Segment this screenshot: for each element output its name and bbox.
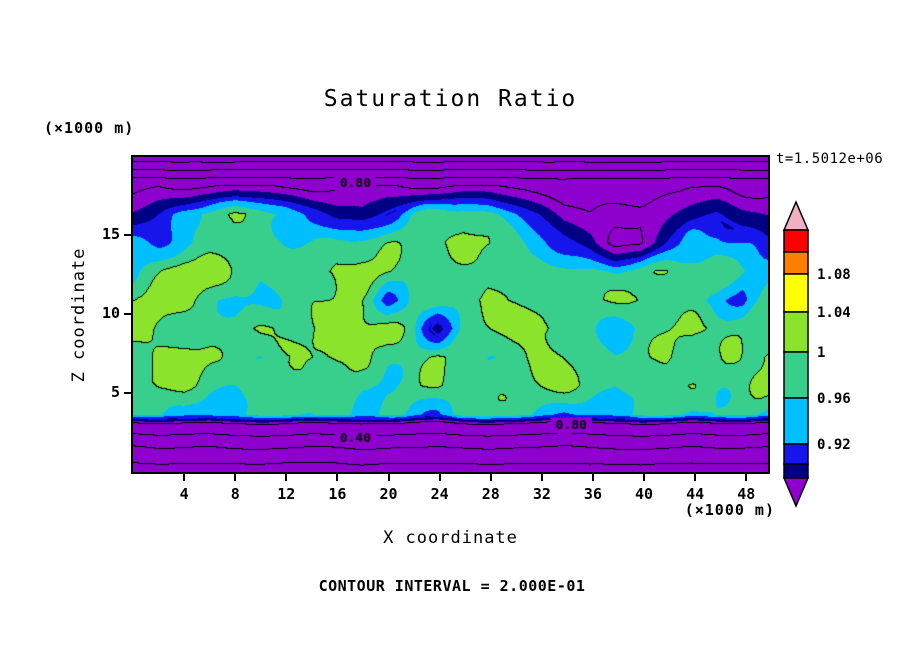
x-tick-label: 48: [737, 485, 756, 503]
colorbar-label-1.04: 1.04: [817, 305, 851, 321]
colorbar-label-0.96: 0.96: [817, 391, 851, 407]
x-tick-label: 44: [686, 485, 705, 503]
x-tick-label: 16: [328, 485, 347, 503]
colorbar-cell-yellow: [783, 273, 809, 313]
page-title: Saturation Ratio: [323, 86, 578, 112]
x-tick-label: 8: [230, 485, 240, 503]
colorbar-label-0.92: 0.92: [817, 437, 851, 453]
tick-mark: [124, 312, 131, 315]
colorbar-cell-spring-green: [783, 351, 809, 399]
x-tick-label: 40: [635, 485, 654, 503]
x-tick-label: 36: [583, 485, 602, 503]
tick-mark: [234, 474, 237, 481]
colorbar-cell-blue: [783, 443, 809, 465]
colorbar-cells: [782, 200, 810, 508]
colorbar-cell-red: [783, 229, 809, 253]
colorbar-value-labels: 1.08 1.04 1 0.96 0.92: [817, 267, 851, 453]
tick-mark: [540, 474, 543, 481]
x-tick-label: 20: [379, 485, 398, 503]
tick-mark: [124, 391, 131, 394]
colorbar-label-1.08: 1.08: [817, 267, 851, 283]
y-tick-label: 10: [101, 303, 120, 322]
contour-interval-label: CONTOUR INTERVAL = 2.000E-01: [318, 577, 586, 595]
y-tick-label: 5: [110, 382, 120, 401]
time-annotation: t=1.5012e+06: [776, 151, 884, 167]
colorbar-cell-navy: [783, 463, 809, 479]
tick-mark: [183, 474, 186, 481]
x-tick-label: 4: [179, 485, 189, 503]
tick-mark: [643, 474, 646, 481]
saturation-ratio-field: [133, 157, 768, 472]
tick-mark: [387, 474, 390, 481]
colorbar-cell-orange: [783, 251, 809, 275]
colorbar-arrow-bottom: [782, 477, 810, 508]
x-axis-label: X coordinate: [383, 528, 518, 548]
tick-mark: [124, 233, 131, 236]
x-axis-unit-label: (×1000 m): [684, 501, 775, 519]
colorbar-cell-cyan: [783, 397, 809, 445]
colorbar-cell-green-yellow: [783, 311, 809, 353]
tick-mark: [694, 474, 697, 481]
x-tick-label: 12: [277, 485, 296, 503]
colorbar-arrow-top: [782, 200, 810, 231]
tick-mark: [591, 474, 594, 481]
tick-mark: [745, 474, 748, 481]
tick-mark: [336, 474, 339, 481]
y-tick-label: 15: [101, 224, 120, 243]
x-tick-label: 28: [481, 485, 500, 503]
z-axis-unit-label: (×1000 m): [44, 119, 135, 137]
tick-mark: [285, 474, 288, 481]
colorbar-label-1: 1: [817, 345, 825, 361]
x-tick-label: 24: [430, 485, 449, 503]
x-tick-label: 32: [532, 485, 551, 503]
tick-mark: [438, 474, 441, 481]
tick-mark: [489, 474, 492, 481]
